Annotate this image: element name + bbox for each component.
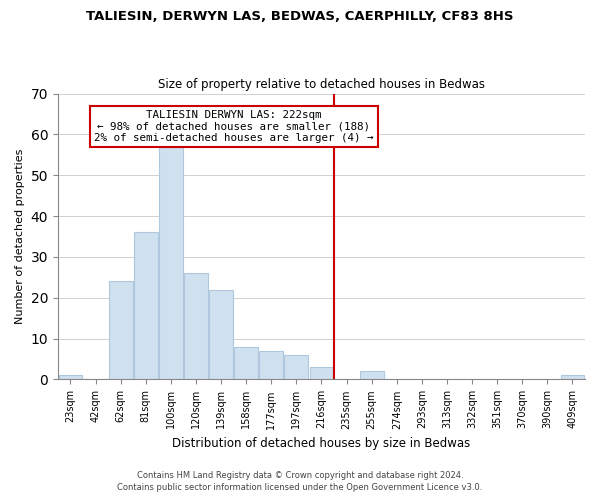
Bar [560, 376, 584, 380]
Text: TALIESIN DERWYN LAS: 222sqm
← 98% of detached houses are smaller (188)
2% of sem: TALIESIN DERWYN LAS: 222sqm ← 98% of det… [94, 110, 373, 143]
Bar [234, 347, 258, 380]
Text: TALIESIN, DERWYN LAS, BEDWAS, CAERPHILLY, CF83 8HS: TALIESIN, DERWYN LAS, BEDWAS, CAERPHILLY… [86, 10, 514, 23]
Bar [159, 146, 183, 380]
Bar [310, 367, 334, 380]
Bar [209, 290, 233, 380]
Bar [184, 274, 208, 380]
Text: Contains HM Land Registry data © Crown copyright and database right 2024.
Contai: Contains HM Land Registry data © Crown c… [118, 471, 482, 492]
Title: Size of property relative to detached houses in Bedwas: Size of property relative to detached ho… [158, 78, 485, 91]
Bar [284, 355, 308, 380]
Bar [134, 232, 158, 380]
Bar [59, 376, 82, 380]
Bar [109, 282, 133, 380]
X-axis label: Distribution of detached houses by size in Bedwas: Distribution of detached houses by size … [172, 437, 470, 450]
Y-axis label: Number of detached properties: Number of detached properties [15, 149, 25, 324]
Bar [259, 351, 283, 380]
Bar [360, 372, 383, 380]
